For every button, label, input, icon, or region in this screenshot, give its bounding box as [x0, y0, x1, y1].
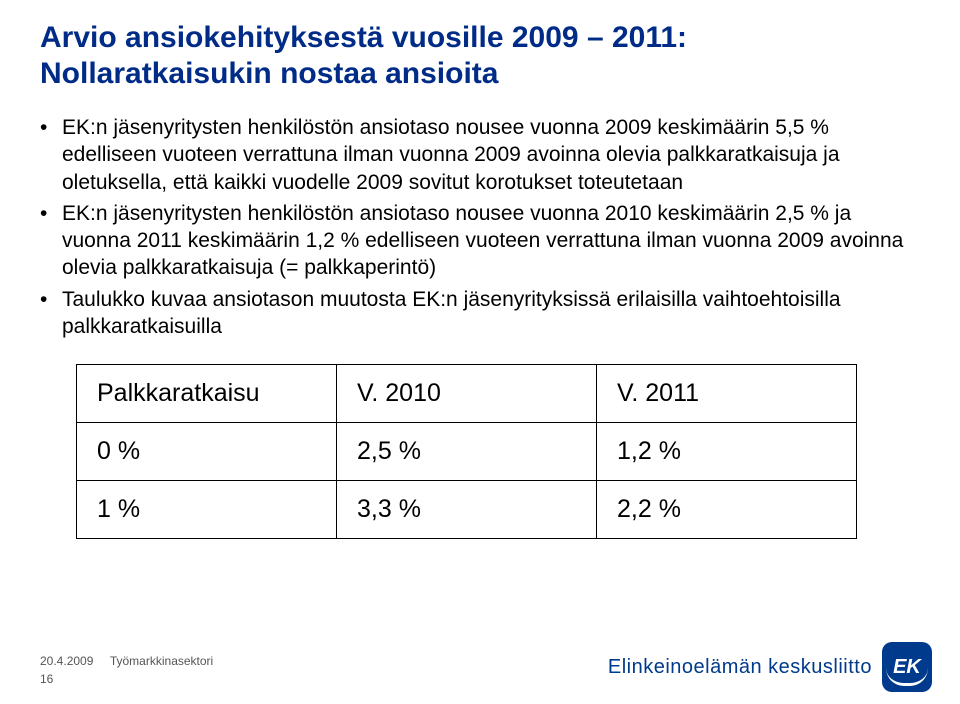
bullet-item: EK:n jäsenyritysten henkilöstön ansiotas… [40, 200, 920, 282]
logo-text: Elinkeinoelämän keskusliitto [608, 656, 872, 679]
footer-date: 20.4.2009 [40, 654, 93, 668]
slide-title: Arvio ansiokehityksestä vuosille 2009 – … [40, 20, 920, 92]
bullet-text: Taulukko kuvaa ansiotason muutosta EK:n … [62, 288, 841, 338]
table-cell: 1 % [77, 481, 337, 539]
table-cell: 3,3 % [337, 481, 597, 539]
logo-icon: EK [882, 642, 932, 692]
footer-page: 16 [40, 672, 213, 686]
table-cell: 0 % [77, 423, 337, 481]
bullet-item: Taulukko kuvaa ansiotason muutosta EK:n … [40, 286, 920, 341]
bullet-item: EK:n jäsenyritysten henkilöstön ansiotas… [40, 114, 920, 196]
data-table: Palkkaratkaisu V. 2010 V. 2011 0 % 2,5 %… [76, 364, 857, 539]
bullet-text: EK:n jäsenyritysten henkilöstön ansiotas… [62, 116, 840, 194]
table-cell: 2,5 % [337, 423, 597, 481]
title-line-1: Arvio ansiokehityksestä vuosille 2009 – … [40, 21, 687, 54]
table-header-cell: Palkkaratkaisu [77, 365, 337, 423]
table-row: 0 % 2,5 % 1,2 % [77, 423, 857, 481]
slide: Arvio ansiokehityksestä vuosille 2009 – … [0, 0, 960, 704]
title-line-2: Nollaratkaisukin nostaa ansioita [40, 57, 498, 90]
bullet-list: EK:n jäsenyritysten henkilöstön ansiotas… [40, 114, 920, 340]
table-header-cell: V. 2011 [597, 365, 857, 423]
brand-logo: Elinkeinoelämän keskusliitto EK [608, 642, 932, 692]
footer: 20.4.2009 Työmarkkinasektori 16 [40, 654, 213, 686]
table-cell: 2,2 % [597, 481, 857, 539]
table-header-row: Palkkaratkaisu V. 2010 V. 2011 [77, 365, 857, 423]
table-header-cell: V. 2010 [337, 365, 597, 423]
footer-dept: Työmarkkinasektori [110, 654, 213, 668]
table-row: 1 % 3,3 % 2,2 % [77, 481, 857, 539]
table-cell: 1,2 % [597, 423, 857, 481]
logo-swoosh-icon [886, 668, 928, 686]
bullet-text: EK:n jäsenyritysten henkilöstön ansiotas… [62, 202, 903, 280]
